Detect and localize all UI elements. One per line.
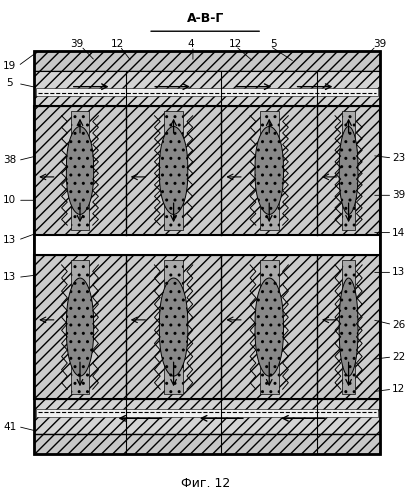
Text: 19: 19: [3, 61, 16, 71]
Bar: [34, 106, 379, 235]
Text: 5: 5: [7, 78, 13, 88]
Bar: [164, 111, 183, 230]
Text: 39: 39: [373, 38, 386, 48]
Polygon shape: [338, 126, 357, 214]
Polygon shape: [66, 278, 93, 376]
Text: 13: 13: [391, 268, 404, 278]
Text: 26: 26: [391, 320, 404, 330]
Text: 4: 4: [187, 38, 194, 48]
Bar: [36, 409, 377, 416]
Bar: [34, 51, 379, 454]
Text: 39: 39: [70, 38, 83, 48]
Bar: [34, 51, 379, 71]
Text: 12: 12: [391, 384, 404, 394]
Polygon shape: [254, 126, 283, 214]
Bar: [71, 260, 89, 394]
Bar: [36, 88, 377, 96]
Polygon shape: [159, 126, 187, 214]
Bar: [34, 71, 379, 106]
Bar: [34, 255, 379, 399]
Text: 23: 23: [391, 153, 404, 163]
Text: 12: 12: [229, 38, 242, 48]
Text: 13: 13: [3, 272, 16, 282]
Text: 38: 38: [3, 156, 16, 166]
Bar: [34, 106, 379, 235]
Text: 41: 41: [3, 422, 16, 432]
Bar: [71, 111, 89, 230]
Bar: [259, 111, 278, 230]
Bar: [164, 260, 183, 394]
Bar: [34, 255, 379, 399]
Text: 5: 5: [270, 38, 276, 48]
Text: А-В-Г: А-В-Г: [186, 12, 223, 26]
Bar: [342, 260, 354, 394]
Polygon shape: [159, 278, 187, 376]
Bar: [34, 399, 379, 434]
Polygon shape: [254, 278, 283, 376]
Bar: [34, 235, 379, 255]
Text: 14: 14: [391, 228, 404, 237]
Bar: [259, 260, 278, 394]
Text: 22: 22: [391, 352, 404, 362]
Polygon shape: [66, 126, 93, 214]
Text: 12: 12: [111, 38, 124, 48]
Text: 39: 39: [391, 190, 404, 200]
Polygon shape: [338, 278, 357, 376]
Text: 13: 13: [3, 235, 16, 245]
Bar: [34, 434, 379, 454]
Text: Фиг. 12: Фиг. 12: [180, 477, 229, 490]
Bar: [342, 111, 354, 230]
Text: 10: 10: [3, 196, 16, 205]
